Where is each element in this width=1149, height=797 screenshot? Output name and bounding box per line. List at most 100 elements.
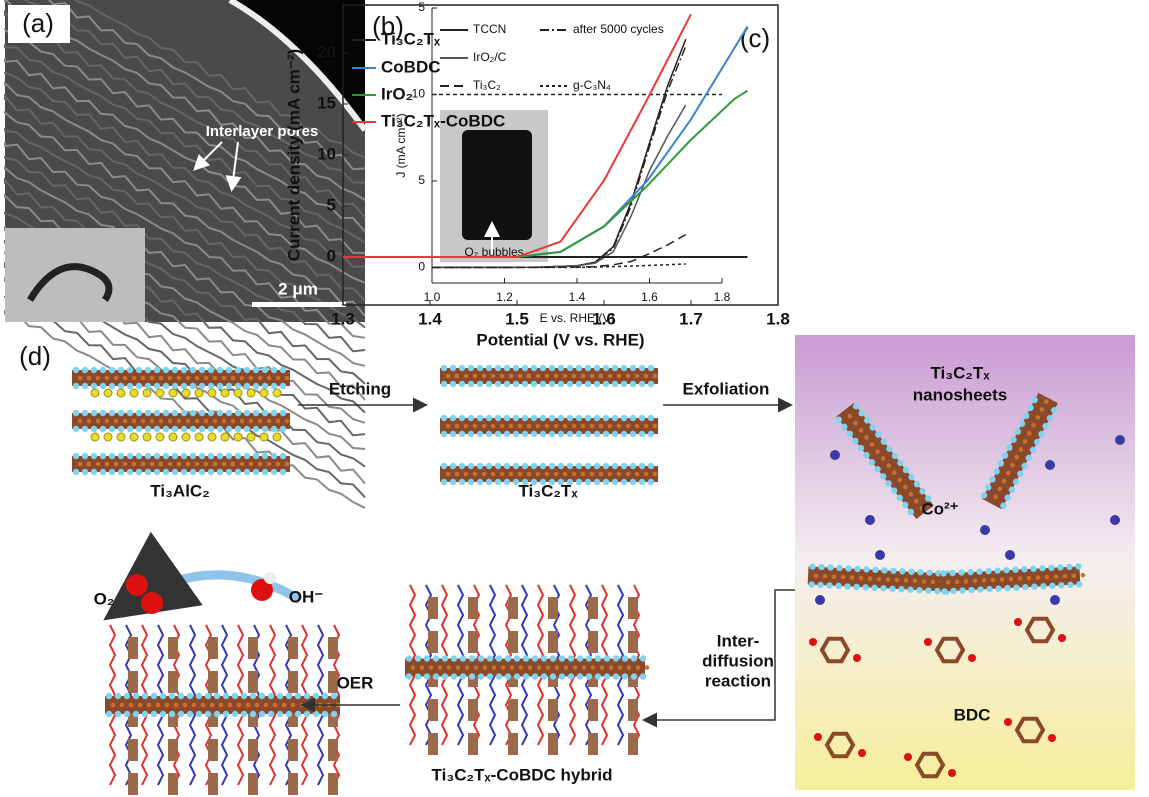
atom bbox=[625, 423, 631, 429]
atom bbox=[548, 478, 556, 486]
atom bbox=[881, 567, 888, 574]
atom bbox=[189, 468, 197, 476]
atom bbox=[914, 498, 919, 504]
sem-layer bbox=[5, 128, 365, 328]
atom bbox=[611, 462, 619, 470]
x-tick-label: 1.4 bbox=[418, 309, 442, 328]
atom bbox=[995, 585, 1002, 592]
atom bbox=[930, 579, 936, 585]
atom bbox=[155, 702, 161, 708]
atom bbox=[890, 487, 898, 494]
step-label: reaction bbox=[705, 671, 771, 690]
atom bbox=[186, 710, 194, 718]
atom bbox=[584, 380, 592, 388]
y-axis-label: J (mA cm⁻²) bbox=[394, 113, 408, 177]
linker bbox=[628, 699, 638, 721]
atom bbox=[921, 579, 927, 584]
co-ion bbox=[1115, 435, 1125, 445]
atom bbox=[191, 702, 197, 708]
atom bbox=[261, 409, 269, 417]
atom bbox=[225, 425, 233, 433]
atom bbox=[566, 478, 574, 486]
linker bbox=[508, 733, 518, 755]
atom bbox=[990, 577, 996, 583]
atom bbox=[486, 655, 494, 662]
atom bbox=[126, 382, 134, 390]
atom bbox=[1038, 430, 1045, 438]
linker bbox=[628, 597, 638, 619]
atom bbox=[986, 585, 993, 593]
atom bbox=[216, 366, 224, 374]
atom bbox=[168, 710, 176, 718]
atom bbox=[575, 430, 583, 438]
sem-layer bbox=[5, 168, 365, 366]
atom bbox=[104, 461, 110, 467]
step-label: Inter- bbox=[717, 631, 760, 650]
atom bbox=[1058, 634, 1066, 642]
atom bbox=[330, 710, 338, 718]
linker bbox=[208, 773, 218, 795]
atom bbox=[455, 665, 461, 670]
atom bbox=[924, 638, 932, 646]
atom bbox=[194, 418, 200, 424]
al-atom bbox=[181, 432, 191, 442]
legend-label: g-C₃N₄ bbox=[573, 78, 611, 92]
atom bbox=[553, 373, 559, 379]
atom bbox=[180, 409, 188, 417]
atom bbox=[117, 409, 125, 417]
al-atom bbox=[90, 388, 100, 398]
legend-label: IrO₂/C bbox=[473, 50, 507, 64]
atom bbox=[248, 418, 254, 424]
atom bbox=[584, 462, 592, 470]
material-label: Ti₃C₂Tₓ bbox=[930, 363, 990, 382]
atom bbox=[135, 409, 143, 417]
atom bbox=[902, 501, 909, 509]
y-axis-label: Current density (mA cm⁻²) bbox=[284, 49, 303, 261]
atom bbox=[266, 375, 272, 381]
linker bbox=[328, 739, 338, 761]
data-line bbox=[432, 45, 687, 269]
atom bbox=[1010, 462, 1015, 468]
atom bbox=[620, 380, 628, 388]
atom bbox=[896, 494, 903, 501]
legend-label: Ti₃C₂Tₓ bbox=[381, 29, 441, 48]
atom bbox=[234, 366, 242, 374]
atom bbox=[562, 423, 568, 429]
al-atom bbox=[220, 388, 230, 398]
atom bbox=[638, 462, 646, 470]
atom bbox=[553, 471, 559, 477]
atom bbox=[890, 567, 897, 574]
atom bbox=[162, 425, 170, 433]
atom bbox=[113, 418, 119, 424]
sem-edge bbox=[228, 0, 368, 132]
sem-layer bbox=[5, 72, 365, 267]
atom bbox=[90, 425, 98, 433]
atom bbox=[141, 592, 163, 614]
atom bbox=[907, 508, 915, 516]
al-atom bbox=[129, 388, 139, 398]
atom bbox=[122, 418, 128, 424]
atom bbox=[950, 587, 957, 595]
atom bbox=[195, 710, 203, 718]
bdc-molecule bbox=[914, 751, 946, 779]
atom bbox=[72, 409, 80, 417]
atom bbox=[108, 366, 116, 374]
atom bbox=[1003, 566, 1010, 574]
atom bbox=[126, 409, 134, 417]
atom bbox=[258, 692, 266, 700]
atom bbox=[891, 470, 897, 476]
atom bbox=[463, 423, 469, 429]
atom bbox=[972, 578, 978, 584]
atom bbox=[576, 655, 584, 662]
co-ion bbox=[875, 550, 885, 560]
atom bbox=[1053, 574, 1059, 579]
atom bbox=[230, 418, 236, 424]
atom bbox=[207, 382, 215, 390]
atom bbox=[149, 375, 155, 381]
atom bbox=[108, 409, 116, 417]
atom bbox=[230, 461, 236, 467]
atom bbox=[467, 430, 475, 438]
atom bbox=[144, 366, 152, 374]
atom bbox=[212, 418, 218, 424]
atom bbox=[836, 564, 843, 572]
